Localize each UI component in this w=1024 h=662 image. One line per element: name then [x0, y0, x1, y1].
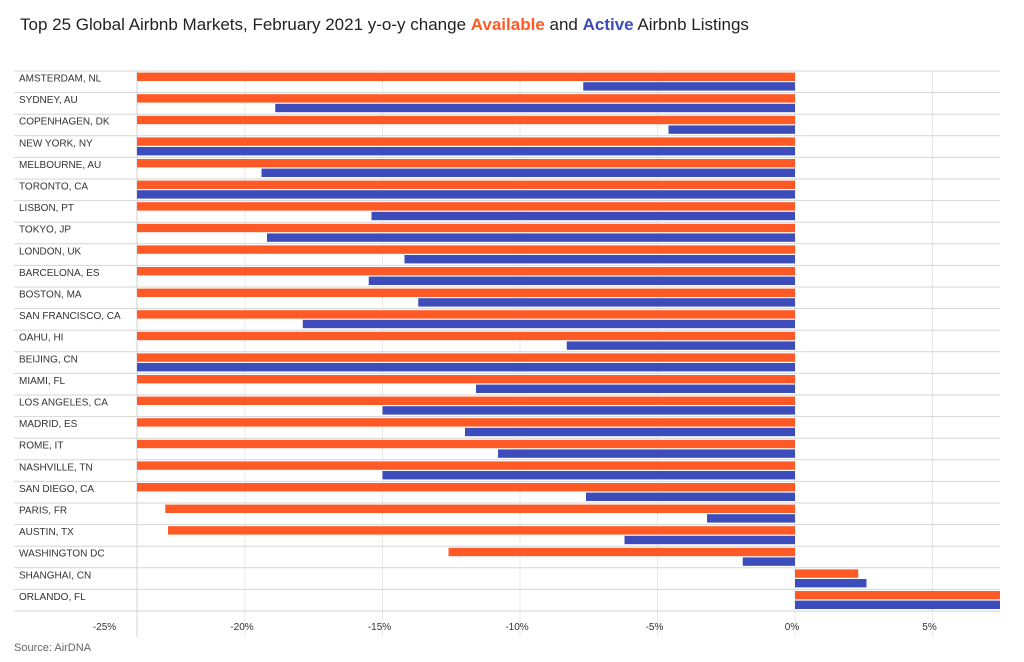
bar-active [795, 579, 867, 588]
title-prefix: Top 25 Global Airbnb Markets, February 2… [20, 15, 471, 34]
bar-available [137, 375, 795, 384]
chart-title: Top 25 Global Airbnb Markets, February 2… [20, 15, 749, 35]
category-label: SAN DIEGO, CA [19, 484, 94, 495]
title-available-label: Available [470, 15, 545, 34]
category-label: WASHINGTON DC [19, 549, 105, 560]
category-label: ORLANDO, FL [19, 592, 86, 603]
bar-active [742, 557, 795, 566]
bar-available [137, 396, 795, 405]
x-tick-label: -25% [93, 622, 116, 633]
bar-active [382, 471, 795, 480]
bar-active [137, 363, 795, 372]
bar-active [404, 255, 795, 264]
bar-available [137, 483, 795, 492]
bar-available [137, 94, 795, 103]
category-label: AMSTERDAM, NL [19, 74, 102, 85]
category-label: BOSTON, MA [19, 290, 82, 301]
bar-available [137, 310, 795, 319]
bar-chart: AMSTERDAM, NL SYDNEY, AU COPENHAGEN, DK NEW… [14, 70, 1000, 637]
source-note: Source: AirDNA [14, 642, 92, 654]
category-label: TOKYO, JP [19, 225, 71, 236]
bar-active [566, 341, 795, 350]
bar-active [137, 190, 795, 199]
category-label: ROME, IT [19, 441, 63, 452]
bar-active [465, 427, 795, 437]
bar-available [137, 461, 795, 470]
bar-active [476, 384, 795, 393]
x-axis-ticks: -45%-40%-35%-30%-25%-20%-15%-10%-5%0%5%1… [93, 622, 937, 633]
bar-active [583, 82, 795, 91]
bar-active [137, 147, 795, 156]
category-label: AUSTIN, TX [19, 527, 74, 538]
bar-active [795, 600, 1000, 609]
category-label: SYDNEY, AU [19, 95, 78, 106]
title-suffix: Airbnb Listings [633, 15, 749, 34]
bar-active [275, 103, 795, 113]
bar-active [368, 276, 795, 285]
bar-active [707, 514, 795, 523]
bar-active [371, 211, 795, 221]
bar-available [168, 526, 795, 535]
x-tick-label: 0% [785, 622, 800, 633]
bar-active [261, 168, 795, 177]
bar-available [795, 591, 1000, 600]
bar-active [498, 449, 795, 458]
x-tick-label: -10% [505, 622, 528, 633]
bar-active [418, 298, 795, 307]
title-active-label: Active [582, 15, 634, 34]
bar-active [586, 492, 795, 501]
bar-available [795, 569, 859, 578]
category-label: SAN FRANCISCO, CA [19, 311, 121, 322]
bar-available [137, 115, 795, 125]
bar-available [137, 223, 795, 233]
bar-available [137, 72, 795, 81]
bar-active [382, 406, 795, 415]
bar-available [137, 137, 795, 146]
bar-available [137, 159, 795, 168]
category-label: LISBON, PT [19, 203, 74, 214]
bar-available [137, 202, 795, 211]
bar-available [137, 353, 795, 362]
x-tick-label: -5% [646, 622, 664, 633]
bar-available [137, 180, 795, 189]
category-label: LONDON, UK [19, 246, 82, 257]
bar-available [137, 439, 795, 449]
category-label: BEIJING, CN [19, 354, 78, 365]
category-label: BARCELONA, ES [19, 268, 100, 279]
x-tick-label: 5% [922, 622, 937, 633]
category-label: SHANGHAI, CN [19, 570, 91, 581]
x-tick-label: -15% [368, 622, 391, 633]
title-connector: and [544, 15, 583, 34]
bar-available [137, 331, 795, 341]
bar-active [624, 535, 795, 545]
category-label: NEW YORK, NY [19, 138, 93, 149]
category-label: PARIS, FR [19, 506, 67, 517]
category-label: MADRID, ES [19, 419, 78, 430]
bar-active [668, 125, 795, 134]
category-label: NASHVILLE, TN [19, 462, 93, 473]
category-label: COPENHAGEN, DK [19, 117, 110, 128]
category-label: OAHU, HI [19, 333, 63, 344]
bar-available [137, 245, 795, 254]
bar-available [137, 418, 795, 427]
category-label: MIAMI, FL [19, 376, 66, 387]
bars [137, 72, 1000, 609]
category-label: LOS ANGELES, CA [19, 398, 108, 409]
bar-available [137, 267, 795, 276]
x-tick-label: -20% [230, 622, 253, 633]
category-labels: AMSTERDAM, NL SYDNEY, AU COPENHAGEN, DK NEW… [19, 74, 121, 603]
bar-active [302, 319, 795, 329]
category-label: TORONTO, CA [19, 182, 88, 193]
bar-available [165, 504, 795, 513]
bar-available [448, 547, 795, 557]
bar-available [137, 288, 795, 297]
bar-active [267, 233, 795, 242]
category-label: MELBOURNE, AU [19, 160, 101, 171]
